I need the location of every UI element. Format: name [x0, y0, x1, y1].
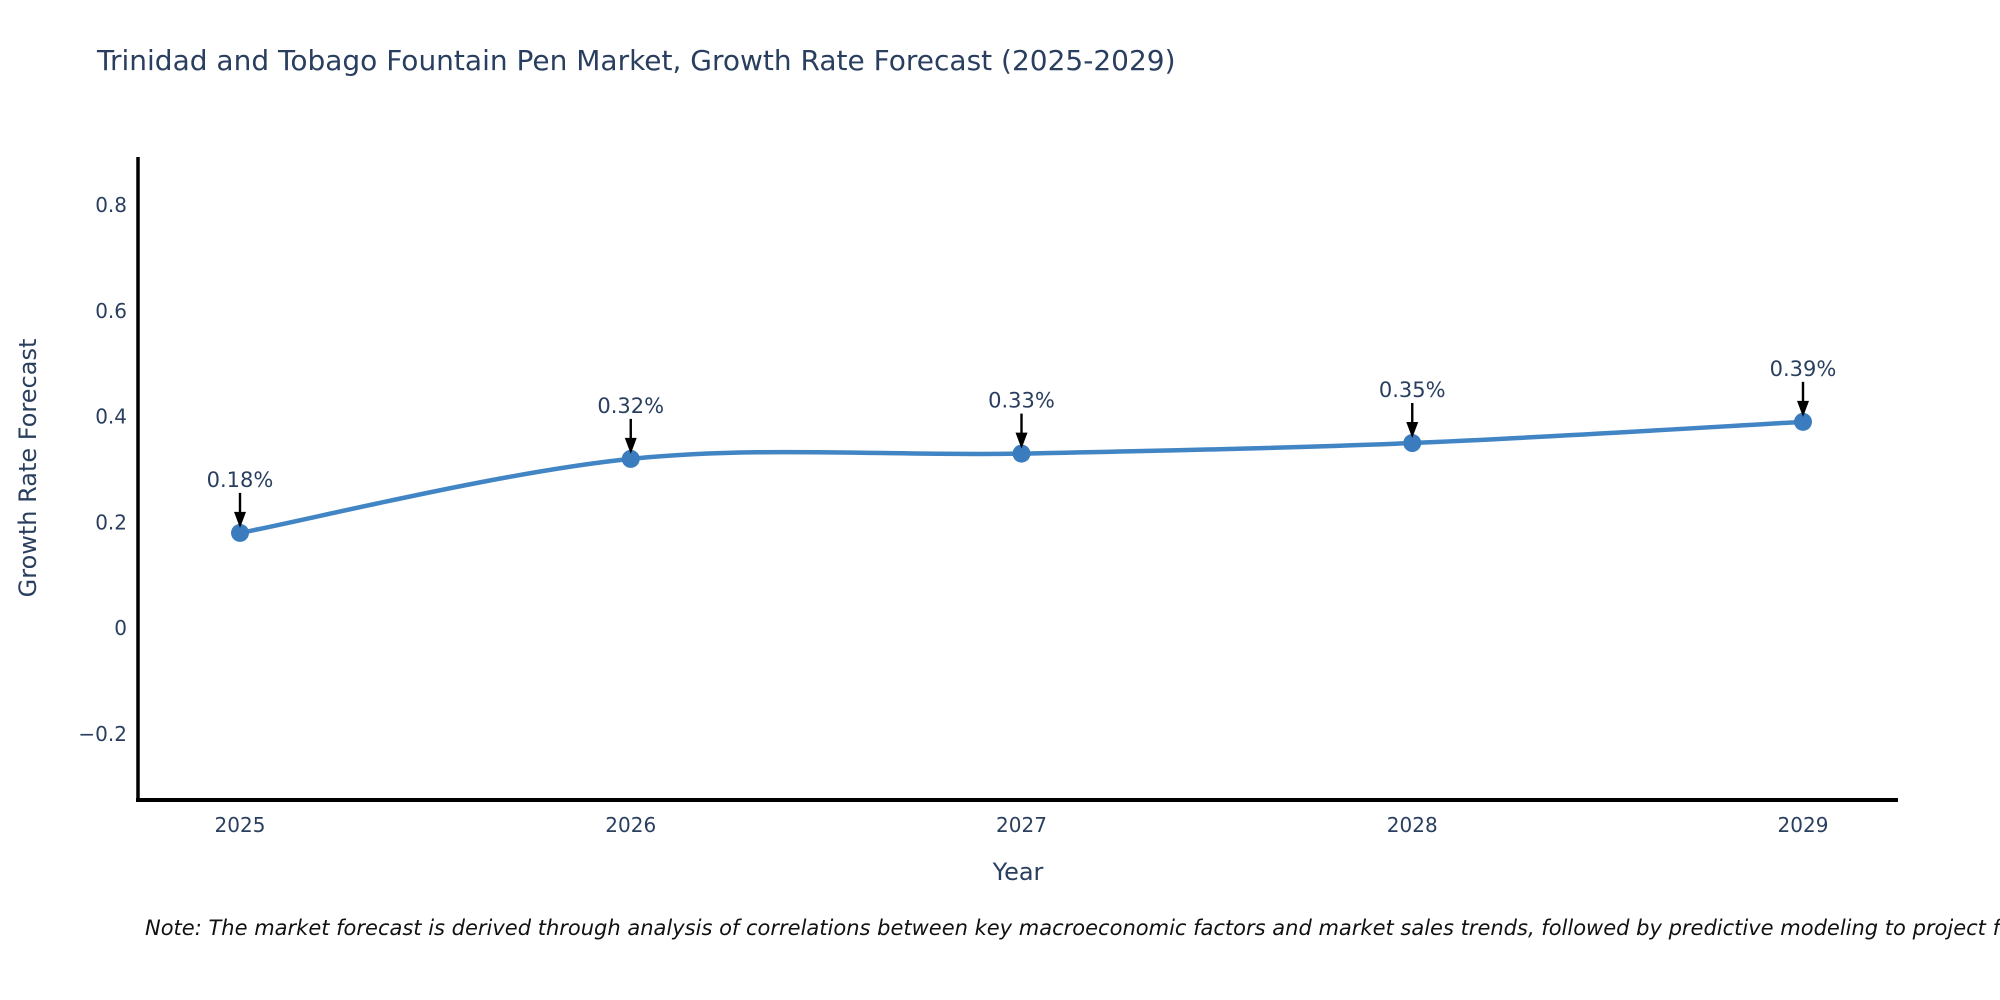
annotation-arrowhead: [1406, 422, 1419, 439]
y-tick-label: 0: [114, 616, 127, 640]
x-tick-label: 2026: [605, 813, 656, 837]
y-axis-title: Growth Rate Forecast: [14, 338, 42, 598]
y-tick-label: 0.2: [95, 510, 127, 534]
y-tick-label: −0.2: [78, 722, 127, 746]
annotation-arrowhead: [1797, 400, 1809, 417]
data-point-label: 0.32%: [597, 394, 664, 418]
data-point-label: 0.39%: [1770, 357, 1837, 381]
data-point-label: 0.35%: [1379, 378, 1446, 402]
data-point-label: 0.18%: [207, 468, 274, 492]
x-tick-label: 2027: [996, 813, 1047, 837]
x-axis-title: Year: [992, 858, 1044, 886]
data-point: [1794, 412, 1812, 431]
y-tick-label: 0.6: [95, 299, 127, 323]
data-point: [621, 449, 640, 468]
data-point: [231, 523, 249, 542]
x-tick-label: 2025: [215, 813, 266, 837]
annotation-arrowhead: [234, 511, 246, 528]
chart-title: Trinidad and Tobago Fountain Pen Market,…: [97, 44, 1176, 77]
data-point: [1012, 444, 1031, 463]
annotation-arrowhead: [1015, 432, 1028, 449]
data-point: [1403, 434, 1422, 453]
x-tick-label: 2028: [1387, 813, 1438, 837]
y-tick-label: 0.4: [95, 405, 127, 429]
annotation-arrowhead: [624, 437, 637, 454]
x-tick-label: 2029: [1778, 813, 1829, 837]
y-tick-label: 0.8: [95, 193, 127, 217]
data-point-label: 0.33%: [988, 389, 1055, 413]
footnote: Note: The market forecast is derived thr…: [145, 916, 2000, 940]
